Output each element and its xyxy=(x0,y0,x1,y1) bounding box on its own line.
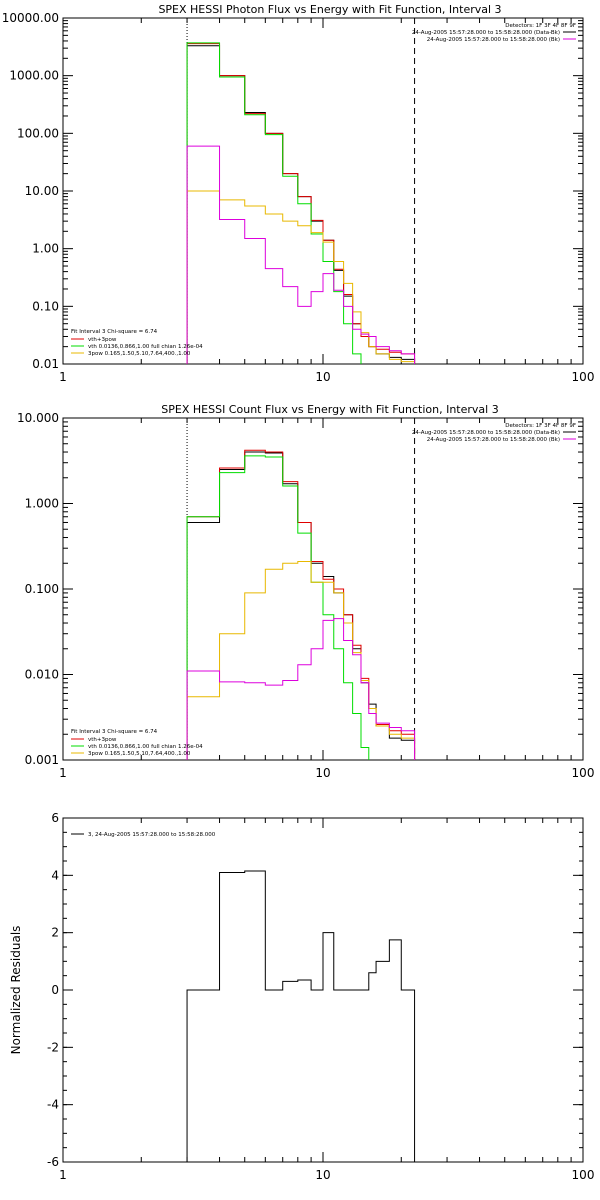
residuals-ytick-label: -2 xyxy=(47,1040,59,1054)
residuals-legend: 3, 24-Aug-2005 15:57:28.000 to 15:58:28.… xyxy=(71,832,216,838)
photon-ytick-label: 100.00 xyxy=(17,126,59,140)
count-series-data-bk xyxy=(186,451,416,760)
photon-axes-frame xyxy=(62,17,584,365)
count-flux-legend: Fit Interval 3 Chi-square = 6.74 vth+3po… xyxy=(71,729,203,757)
residuals-ytick-label: -6 xyxy=(47,1155,59,1169)
count-xtick-label: 100 xyxy=(572,766,595,780)
residuals-legend-label: 3, 24-Aug-2005 15:57:28.000 to 15:58:28.… xyxy=(88,832,216,838)
residuals-ytick-label: -4 xyxy=(47,1098,59,1112)
count-ytick-label: 0.010 xyxy=(25,668,59,682)
photon-series-3pow xyxy=(186,190,416,364)
photon-detectors-label: Detectors: 1F 3F 4F 8F 9F xyxy=(505,23,576,29)
photon-legend-total: vth+3pow xyxy=(88,337,117,343)
residuals-xtick-label: 10 xyxy=(315,1168,330,1182)
photon-series-bk xyxy=(186,145,416,364)
photon-flux-panel: SPEX HESSI Photon Flux vs Energy with Fi… xyxy=(2,3,595,384)
count-series-3pow xyxy=(186,560,416,760)
count-legend-fit-interval: Fit Interval 3 Chi-square = 6.74 xyxy=(71,729,158,735)
count-flux-info-box: Detectors: 1F 3F 4F 8F 9F 24-Aug-2005 15… xyxy=(412,423,576,443)
count-series-bk xyxy=(186,618,416,760)
count-flux-title: SPEX HESSI Count Flux vs Energy with Fit… xyxy=(161,403,498,416)
count-flux-panel: SPEX HESSI Count Flux vs Energy with Fit… xyxy=(17,403,595,780)
photon-bk-interval-label: 24-Aug-2005 15:57:28.000 to 15:58:28.000… xyxy=(427,37,560,43)
count-legend-vth: vth 0.0136,0.866,1.00 full chian 1.26e-0… xyxy=(88,744,203,750)
residuals-ylabel: Normalized Residuals xyxy=(9,926,23,1055)
residuals-ytick-label: 0 xyxy=(51,983,59,997)
count-detectors-label: Detectors: 1F 3F 4F 8F 9F xyxy=(505,423,576,429)
photon-series-vth xyxy=(186,42,416,364)
photon-xtick-label: 100 xyxy=(572,370,595,384)
residuals-plot-area: 1 10 100 6 4 2 0 -2 -4 -6 xyxy=(47,811,594,1182)
photon-flux-title: SPEX HESSI Photon Flux vs Energy with Fi… xyxy=(158,3,501,16)
photon-xtick-label: 10 xyxy=(315,370,330,384)
count-xtick-label: 10 xyxy=(315,766,330,780)
photon-ytick-label: 0.10 xyxy=(32,299,59,313)
photon-legend-3pow: 3pow 0.165,1.50,5.10,7.64,400.,1.00 xyxy=(88,351,191,357)
photon-flux-info-box: Detectors: 1F 3F 4F 8F 9F 24-Aug-2005 15… xyxy=(412,23,576,43)
photon-ytick-label: 10.00 xyxy=(25,184,59,198)
residuals-ytick-label: 4 xyxy=(51,868,59,882)
count-legend-total: vth+3pow xyxy=(88,737,117,743)
photon-legend-fit-interval: Fit Interval 3 Chi-square = 6.74 xyxy=(71,329,158,335)
count-series-vth-3pow xyxy=(186,449,416,760)
residuals-ytick-label: 6 xyxy=(51,811,59,825)
photon-ytick-label: 0.01 xyxy=(32,357,59,371)
count-ytick-label: 0.001 xyxy=(25,753,59,767)
residuals-ytick-label: 2 xyxy=(51,926,59,940)
residuals-xtick-label: 100 xyxy=(572,1168,595,1182)
photon-series-data-bk xyxy=(186,45,416,364)
count-ytick-label: 10.000 xyxy=(17,411,59,425)
count-data-interval-label: 24-Aug-2005 15:57:28.000 to 15:58:28.000… xyxy=(412,430,560,436)
photon-data-interval-label: 24-Aug-2005 15:57:28.000 to 15:58:28.000… xyxy=(412,30,560,36)
photon-ytick-label: 1000.00 xyxy=(9,69,59,83)
count-ytick-label: 1.000 xyxy=(25,497,59,511)
residuals-xtick-label: 1 xyxy=(59,1168,67,1182)
count-ytick-label: 0.100 xyxy=(25,582,59,596)
count-xtick-label: 1 xyxy=(59,766,67,780)
residuals-panel: 1 10 100 6 4 2 0 -2 -4 -6 Normalized Residuals 3,… xyxy=(9,811,594,1182)
count-series-vth xyxy=(186,455,416,760)
photon-xtick-label: 1 xyxy=(59,370,67,384)
photon-ytick-label: 10000.00 xyxy=(2,11,59,25)
photon-ytick-label: 1.00 xyxy=(32,242,59,256)
residuals-series-residuals xyxy=(186,870,416,1162)
photon-flux-legend: Fit Interval 3 Chi-square = 6.74 vth+3po… xyxy=(71,329,203,357)
photon-flux-plot-area: 1 10 100 10000.00 1000.00 100.00 10.00 1.00 0.10… xyxy=(2,11,595,384)
count-legend-3pow: 3pow 0.165,1.50,5.10,7.64,400.,1.00 xyxy=(88,751,191,757)
count-flux-plot-area: 1 10 100 10.000 1.000 0.100 0.010 0.001 xyxy=(17,411,595,780)
count-bk-interval-label: 24-Aug-2005 15:57:28.000 to 15:58:28.000… xyxy=(427,437,560,443)
photon-legend-vth: vth 0.0136,0.866,1.00 full chian 1.26e-0… xyxy=(88,344,203,350)
